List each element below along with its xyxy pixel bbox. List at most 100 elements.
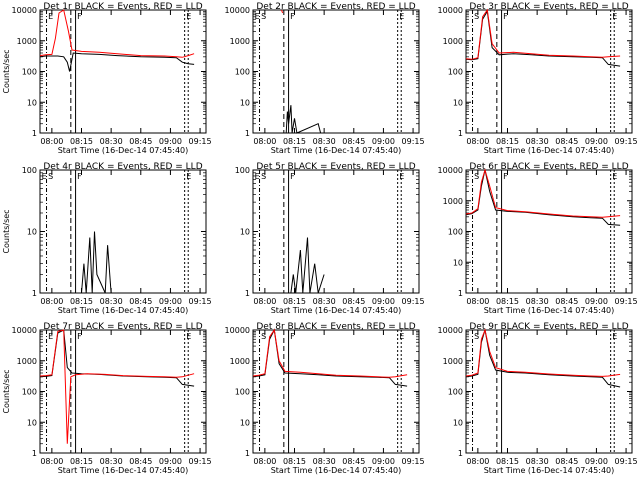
chart-title: Det 8r BLACK = Events, RED = LLD — [256, 322, 415, 332]
event-marker-label: S — [48, 172, 53, 181]
event-marker-label: E — [186, 172, 191, 181]
y-tick-label: 100 — [235, 388, 250, 397]
y-tick-label: 10000 — [12, 326, 37, 335]
event-marker-label: F — [503, 332, 508, 341]
x-axis-label: Start Time (16-Dec-14 07:45:40) — [271, 306, 402, 315]
plot-frame — [39, 169, 207, 294]
x-tick-label: 08:30 — [526, 457, 549, 466]
chart-panel-4: Det 4r BLACK = Events, RED = LLD 1 10 100 08… — [2, 162, 212, 315]
x-axis-label: Start Time (16-Dec-14 07:45:40) — [58, 466, 189, 475]
chart-title: Det 7r BLACK = Events, RED = LLD — [43, 322, 202, 332]
event-marker-label: S — [261, 172, 266, 181]
x-axis-label: Start Time (16-Dec-14 07:45:40) — [484, 146, 615, 155]
event-marker-label: E — [399, 172, 404, 181]
y-tick-label: 1 — [245, 449, 250, 458]
event-marker-label: E — [612, 332, 617, 341]
chart-title: Det 6r BLACK = Events, RED = LLD — [469, 162, 628, 172]
y-tick-label: 1 — [458, 449, 463, 458]
event-marker-label: E — [48, 332, 53, 341]
x-tick-label: 08:15 — [70, 297, 93, 306]
y-tick-label: 1 — [32, 129, 37, 138]
y-tick-label: 10000 — [12, 6, 37, 15]
y-tick-label: 10000 — [225, 6, 250, 15]
y-tick-label: 1 — [458, 129, 463, 138]
x-tick-label: 08:45 — [342, 457, 365, 466]
plot-frame — [252, 329, 420, 454]
x-tick-label: 09:15 — [189, 457, 212, 466]
x-tick-label: 09:00 — [159, 297, 182, 306]
x-tick-label: 08:30 — [100, 457, 123, 466]
x-tick-label: 08:15 — [283, 457, 306, 466]
x-tick-label: 08:15 — [496, 457, 519, 466]
series-line-1 — [290, 237, 325, 294]
x-tick-label: 09:15 — [615, 137, 638, 146]
x-tick-label: 09:00 — [585, 297, 608, 306]
x-tick-label: 08:45 — [129, 457, 152, 466]
y-tick-label: 10 — [27, 228, 37, 237]
y-axis-label: Counts/sec — [2, 369, 11, 413]
event-marker-label: S — [474, 332, 479, 341]
series-line-1 — [39, 52, 195, 72]
y-tick-label: 10 — [240, 228, 250, 237]
y-tick-label: 10 — [27, 418, 37, 427]
event-marker-label: F — [77, 332, 82, 341]
x-tick-label: 09:15 — [402, 137, 425, 146]
event-marker-label: F — [290, 12, 295, 21]
series-line-2 — [39, 329, 195, 444]
y-tick-label: 1 — [32, 449, 37, 458]
event-marker-label: E — [612, 12, 617, 21]
x-tick-label: 08:00 — [466, 297, 489, 306]
series-line-2 — [465, 328, 621, 377]
y-tick-label: 100 — [22, 166, 37, 175]
x-tick-label: 08:00 — [40, 297, 63, 306]
event-marker-label: E — [186, 12, 191, 21]
x-tick-label: 08:15 — [70, 457, 93, 466]
chart-panel-7: Det 7r BLACK = Events, RED = LLD 1 10 100 10… — [2, 322, 212, 475]
chart-title: Det 4r BLACK = Events, RED = LLD — [43, 162, 202, 172]
plot-frame — [465, 329, 633, 454]
plot-frame — [252, 169, 420, 294]
y-tick-label: 100 — [448, 228, 463, 237]
y-tick-label: 10 — [27, 98, 37, 107]
x-tick-label: 08:30 — [313, 137, 336, 146]
x-tick-label: 08:00 — [466, 457, 489, 466]
event-marker-label: E — [42, 172, 47, 181]
y-tick-label: 100 — [448, 68, 463, 77]
event-marker-label: F — [77, 12, 82, 21]
x-tick-label: 08:30 — [526, 297, 549, 306]
event-marker-label: S — [261, 12, 266, 21]
y-tick-label: 10 — [453, 418, 463, 427]
x-tick-label: 08:15 — [496, 297, 519, 306]
event-marker-label: F — [503, 172, 508, 181]
x-tick-label: 09:00 — [372, 137, 395, 146]
x-axis-label: Start Time (16-Dec-14 07:45:40) — [271, 466, 402, 475]
series-line-1 — [81, 231, 112, 294]
y-tick-label: 1000 — [230, 37, 250, 46]
chart-panel-6: Det 6r BLACK = Events, RED = LLD 1 10 100 10… — [438, 162, 638, 315]
event-marker-label: E — [48, 12, 53, 21]
plot-frame — [465, 169, 633, 294]
series-line-2 — [252, 328, 408, 378]
series-line-1 — [465, 329, 621, 388]
x-tick-label: 08:30 — [313, 457, 336, 466]
x-tick-label: 08:45 — [129, 137, 152, 146]
series-line-2 — [465, 8, 621, 60]
y-tick-label: 1 — [32, 289, 37, 298]
y-tick-label: 10000 — [438, 326, 463, 335]
x-tick-label: 08:00 — [40, 137, 63, 146]
event-marker-label: F — [290, 332, 295, 341]
y-tick-label: 100 — [235, 68, 250, 77]
x-tick-label: 08:30 — [100, 297, 123, 306]
y-axis-label: Counts/sec — [2, 209, 11, 253]
chart-panel-1: Det 1r BLACK = Events, RED = LLD 1 10 100 10… — [2, 2, 212, 155]
y-tick-label: 1 — [458, 289, 463, 298]
y-tick-label: 100 — [22, 388, 37, 397]
y-tick-label: 1000 — [17, 357, 37, 366]
x-tick-label: 08:00 — [253, 457, 276, 466]
plot-frame — [39, 9, 207, 134]
x-tick-label: 08:15 — [70, 137, 93, 146]
x-tick-label: 08:00 — [466, 137, 489, 146]
y-tick-label: 10 — [453, 258, 463, 267]
x-tick-label: 08:00 — [253, 137, 276, 146]
